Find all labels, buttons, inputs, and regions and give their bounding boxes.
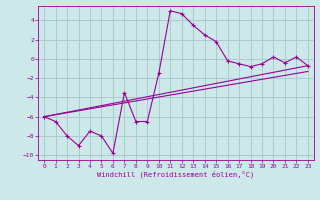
X-axis label: Windchill (Refroidissement éolien,°C): Windchill (Refroidissement éolien,°C): [97, 171, 255, 178]
